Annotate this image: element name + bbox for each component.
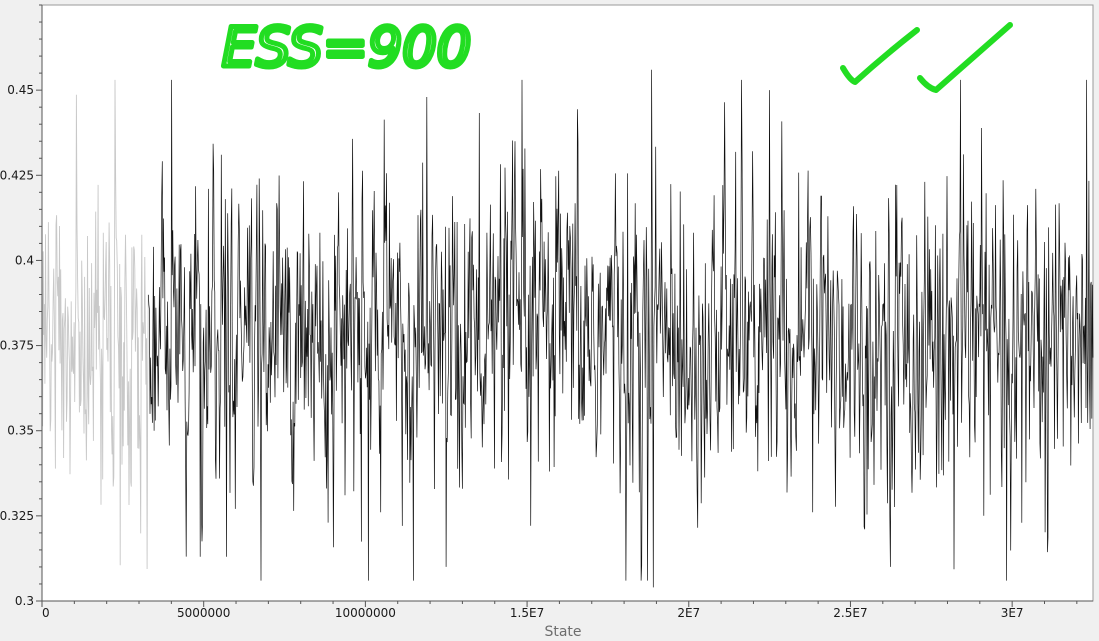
burn-in-series-line bbox=[41, 79, 149, 570]
trace-line bbox=[147, 69, 1094, 588]
plot-area bbox=[41, 4, 1094, 602]
y-tick-label: 0.35 bbox=[7, 424, 34, 438]
y-tick-label: 0.425 bbox=[0, 168, 34, 182]
handwritten-annotation: ESS=900 bbox=[220, 14, 1013, 93]
check-icon bbox=[840, 27, 920, 85]
x-tick-label: 10000000 bbox=[335, 606, 396, 620]
burn-in-trace bbox=[41, 79, 149, 570]
x-tick-label: 1.5E7 bbox=[510, 606, 544, 620]
x-axis: 0 5000000 10000000 1.5E7 2E7 2.5E7 3E7 bbox=[41, 600, 1093, 620]
x-tick-label: 3E7 bbox=[1001, 606, 1024, 620]
check-icon bbox=[917, 22, 1013, 93]
y-tick-label: 0.325 bbox=[0, 509, 34, 523]
trace-series-line bbox=[147, 69, 1094, 588]
x-axis-title: State bbox=[544, 624, 581, 640]
x-tick-label: 5000000 bbox=[177, 606, 230, 620]
y-tick-label: 0.4 bbox=[15, 253, 34, 267]
y-tick-label: 0.3 bbox=[15, 594, 34, 608]
y-tick-label: 0.375 bbox=[0, 339, 34, 353]
y-axis: 0.3 0.325 0.35 0.375 0.4 0.425 0.45 bbox=[0, 4, 43, 608]
x-tick-label: 0 bbox=[42, 606, 50, 620]
x-tick-label: 2.5E7 bbox=[833, 606, 867, 620]
ess-annotation: ESS=900 bbox=[222, 16, 471, 79]
y-tick-label: 0.45 bbox=[7, 83, 34, 97]
x-tick-label: 2E7 bbox=[677, 606, 700, 620]
